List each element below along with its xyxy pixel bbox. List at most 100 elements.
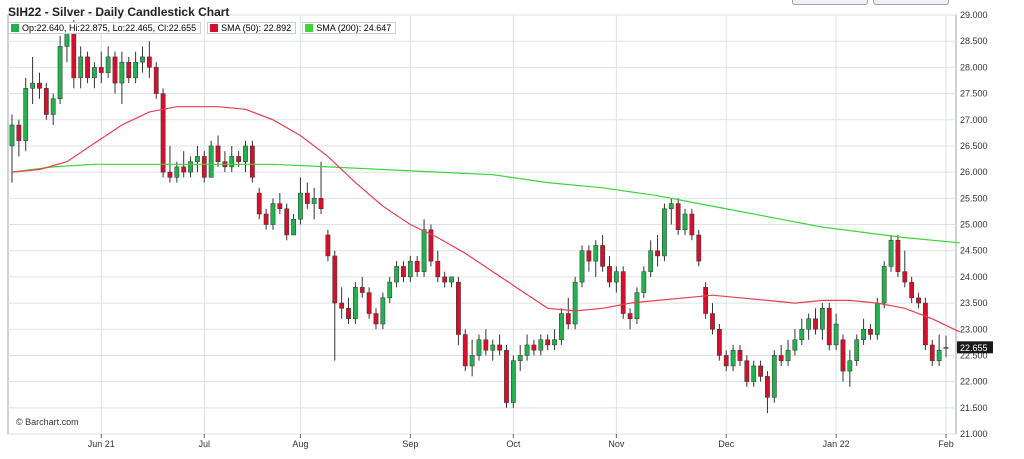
candle-body	[538, 339, 544, 351]
legend-sma50: SMA (50): 22.892	[207, 22, 297, 34]
candle-body	[675, 203, 681, 230]
candle-body	[881, 266, 887, 304]
candle-body	[456, 281, 461, 335]
candle-body	[249, 145, 255, 178]
candle-body	[909, 281, 915, 299]
candle-body	[208, 145, 214, 178]
toolbar-button-2[interactable]	[873, 0, 949, 5]
last-price-label: 22.655	[960, 343, 988, 353]
candle-body	[339, 302, 345, 309]
y-tick-label: 21.500	[960, 403, 988, 413]
candle-body	[792, 339, 798, 351]
candle-body	[291, 219, 296, 236]
legend-ohlc-text: Op:22.640, Hi:22.875, Lo:22.465, Cl:22.6…	[22, 23, 197, 33]
candle-body	[119, 61, 125, 84]
candle-body	[689, 213, 695, 236]
candle-body	[98, 67, 104, 73]
candle-body	[531, 344, 537, 351]
candle-body	[133, 61, 138, 79]
candle-body	[325, 234, 331, 257]
candle-body	[771, 355, 777, 398]
candle-body	[476, 339, 482, 356]
x-tick-label: Jul	[199, 439, 211, 449]
last-price-badge	[957, 341, 993, 354]
candle-body	[318, 198, 324, 210]
candle-body	[43, 88, 49, 115]
candle-body	[737, 349, 743, 361]
candle-body	[833, 323, 839, 346]
candle-body	[826, 308, 832, 346]
y-tick-label: 26.500	[960, 141, 988, 151]
x-tick-label: Dec	[718, 439, 735, 449]
y-tick-label: 23.500	[960, 298, 988, 308]
candle-body	[380, 297, 386, 325]
copyright: © Barchart.com	[16, 417, 79, 427]
candle-body	[490, 344, 496, 351]
candle-body	[140, 56, 145, 63]
candle-body	[758, 365, 763, 377]
x-tick-label: Feb	[938, 439, 954, 449]
chart-title: SIH22 - Silver - Daily Candlestick Chart	[8, 5, 230, 19]
candle-body	[634, 292, 640, 320]
candle-body	[23, 88, 29, 141]
sma200-line	[11, 163, 960, 244]
x-tick-label: Oct	[506, 439, 521, 449]
candle-body	[9, 124, 15, 147]
y-tick-label: 28.000	[960, 62, 988, 72]
candle-body	[421, 229, 427, 272]
y-tick-label: 21.000	[960, 429, 988, 439]
candle-body	[710, 313, 715, 330]
candle-body	[916, 297, 921, 304]
candle-body	[586, 250, 592, 262]
candle-body	[627, 313, 633, 320]
candle-body	[105, 56, 111, 73]
candle-body	[579, 250, 585, 283]
candle-body	[407, 260, 413, 278]
candle-body	[840, 339, 846, 372]
candle-body	[524, 344, 530, 356]
candle-body	[559, 313, 564, 340]
candle-body	[936, 349, 942, 361]
candle-body	[806, 318, 812, 330]
x-tick-label: Aug	[292, 439, 308, 449]
candle-body	[277, 203, 283, 210]
candle-body	[504, 349, 509, 403]
candle-body	[71, 30, 77, 79]
candle-body	[332, 255, 338, 304]
candle-body	[160, 93, 166, 173]
sma50-line	[11, 106, 960, 333]
sma200-swatch	[305, 24, 314, 32]
candle-body	[510, 360, 516, 403]
candle-body	[442, 276, 448, 283]
candle-body	[284, 208, 290, 236]
candle-body	[613, 271, 619, 283]
x-tick-label: Sep	[402, 439, 418, 449]
candle-body	[655, 250, 660, 257]
y-tick-label: 22.000	[960, 377, 988, 387]
y-tick-label: 27.000	[960, 115, 988, 125]
candle-body	[785, 349, 791, 361]
candle-body	[146, 56, 152, 68]
candle-body	[641, 271, 647, 293]
y-tick-label: 28.500	[960, 36, 988, 46]
candle-body	[30, 82, 35, 89]
candle-body	[394, 266, 399, 283]
toolbar-button-1[interactable]	[792, 0, 868, 5]
candle-body	[483, 339, 489, 351]
y-tick-label: 24.000	[960, 272, 988, 282]
candle-body	[593, 245, 599, 262]
candle-body	[874, 302, 880, 335]
candle-body	[888, 239, 894, 267]
candle-body	[153, 67, 159, 94]
candle-body	[751, 365, 757, 382]
candle-body	[847, 360, 853, 372]
candle-body	[703, 287, 709, 314]
candle-body	[895, 239, 901, 272]
candle-body	[195, 156, 200, 162]
x-tick-label: Jun 21	[88, 439, 115, 449]
candle-body	[298, 192, 303, 220]
candle-body	[188, 161, 193, 173]
y-tick-label: 25.500	[960, 193, 988, 203]
y-tick-label: 29.000	[960, 10, 988, 20]
